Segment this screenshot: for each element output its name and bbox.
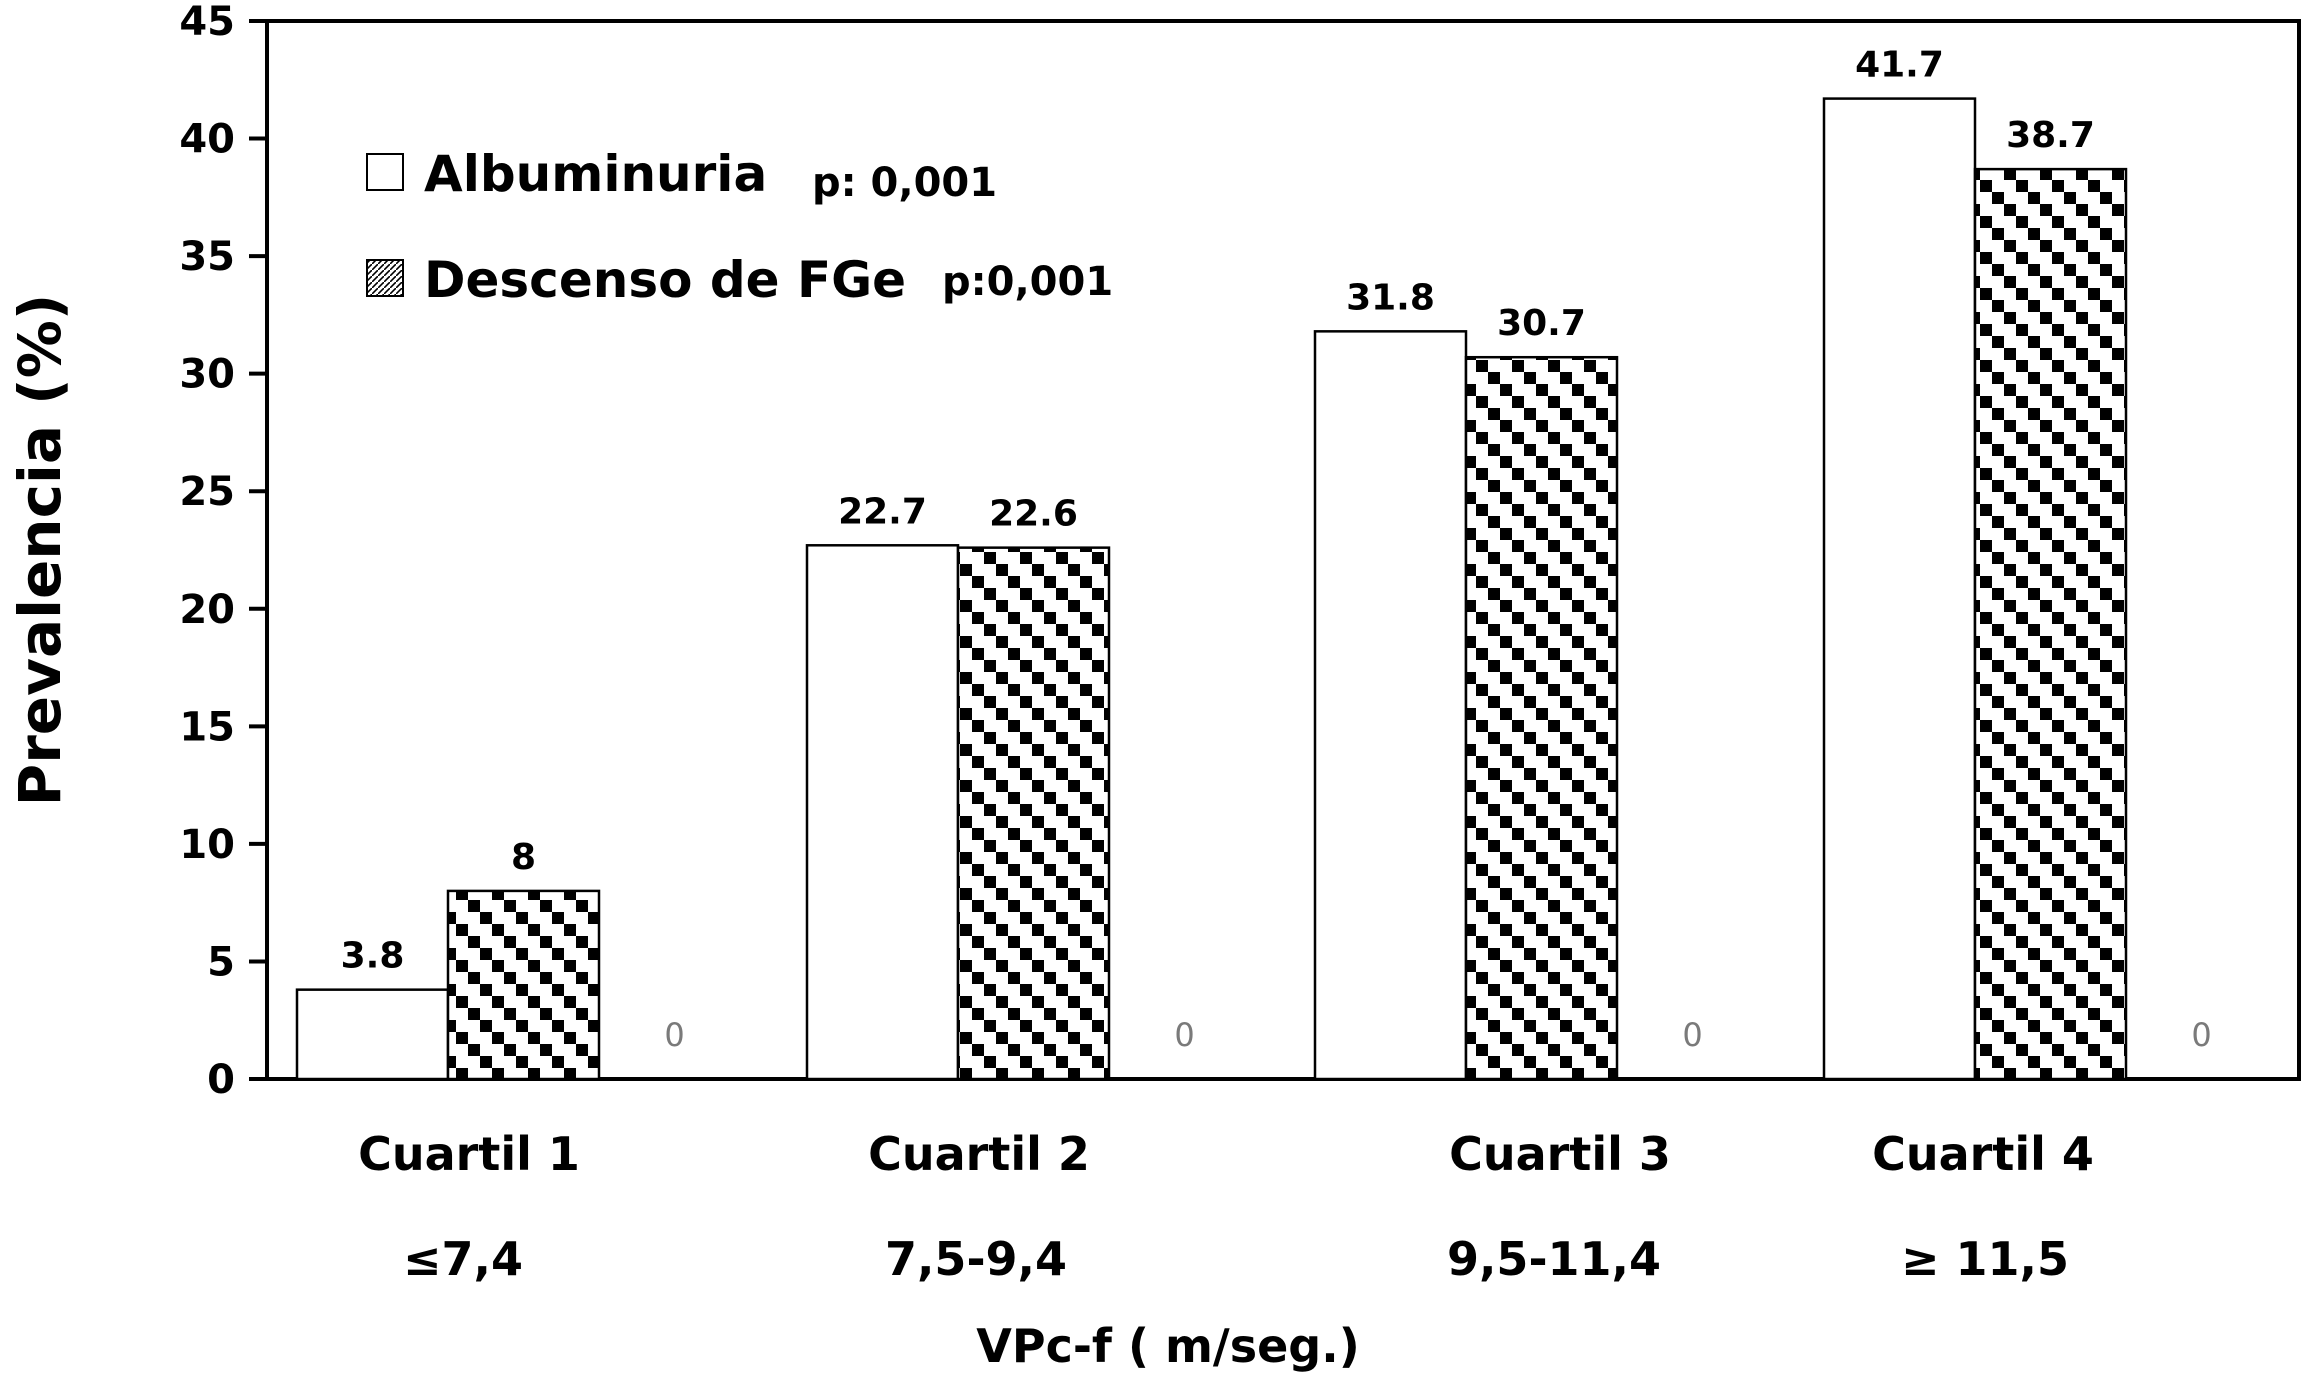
y-tick-label: 5: [207, 939, 235, 985]
data-label-series-2-cat-3: 0: [1682, 1016, 1702, 1054]
y-tick-label: 20: [179, 587, 235, 633]
data-label-series-0-cat-2: 22.7: [838, 491, 927, 532]
bar-series-0-cat-1: [295, 988, 450, 1081]
data-label-series-1-cat-2: 22.6: [989, 494, 1078, 535]
data-label-series-0-cat-3: 31.8: [1346, 277, 1435, 318]
legend-label-albuminuria: Albuminuria: [424, 145, 767, 203]
category-range-4: ≥ 11,5: [1901, 1232, 2069, 1286]
bars: [295, 97, 2128, 1081]
data-label-series-1-cat-1: 8: [511, 837, 536, 878]
data-label-series-0-cat-4: 41.7: [1855, 45, 1944, 86]
data-label-series-1-cat-3: 30.7: [1497, 303, 1586, 344]
y-tick-label: 40: [179, 117, 235, 163]
legend-swatch-albuminuria: [366, 153, 404, 191]
y-tick-label: 35: [179, 234, 235, 280]
data-label-series-0-cat-1: 3.8: [341, 936, 405, 977]
bar-series-0-cat-3: [1313, 330, 1468, 1081]
category-label-4: Cuartil 4: [1872, 1127, 2094, 1181]
plot-area-frame: [265, 19, 2301, 1081]
category-range-3: 9,5-11,4: [1447, 1232, 1661, 1286]
bar-series-1-cat-4: [1973, 167, 2128, 1081]
y-axis-label: Prevalencia (%): [6, 294, 74, 807]
y-tick-label: 45: [179, 0, 235, 45]
data-label-series-2-cat-4: 0: [2191, 1016, 2211, 1054]
bar-series-1-cat-3: [1464, 355, 1619, 1081]
legend: Albuminuria p: 0,001 Descenso de FGe p:0…: [366, 145, 1113, 309]
x-axis-label: VPc-f ( m/seg.): [976, 1319, 1359, 1373]
category-range-2: 7,5-9,4: [885, 1232, 1067, 1286]
data-label-series-1-cat-4: 38.7: [2006, 115, 2095, 156]
category-labels: Cuartil 1 ≤7,4 Cuartil 2 7,5-9,4 Cuartil 3 9,…: [358, 1127, 2094, 1286]
legend-swatch-descenso: [366, 259, 404, 297]
data-labels: 3.8 8 0 22.7 22.6 0 31.8 30.7 0 41.7 38.7 0: [341, 45, 2212, 1054]
bar-series-0-cat-4: [1822, 97, 1977, 1081]
category-label-3: Cuartil 3: [1449, 1127, 1671, 1181]
y-axis-ticks: 0 5 10 15 20 25 30 35 40 45: [179, 0, 267, 1103]
category-label-2: Cuartil 2: [868, 1127, 1090, 1181]
legend-label-descenso: Descenso de FGe: [424, 251, 906, 309]
legend-pvalue-descenso: p:0,001: [942, 259, 1113, 305]
data-label-series-2-cat-1: 0: [664, 1016, 684, 1054]
y-tick-label: 30: [179, 352, 235, 398]
legend-pvalue-albuminuria: p: 0,001: [812, 160, 997, 206]
category-range-1: ≤7,4: [403, 1232, 523, 1286]
y-tick-label: 10: [179, 822, 235, 868]
y-tick-label: 25: [179, 469, 235, 515]
bar-series-1-cat-1: [446, 889, 601, 1081]
data-label-series-2-cat-2: 0: [1174, 1016, 1194, 1054]
bar-series-1-cat-2: [956, 546, 1111, 1081]
y-tick-label: 15: [179, 704, 235, 750]
bar-series-0-cat-2: [805, 544, 960, 1081]
category-label-1: Cuartil 1: [358, 1127, 580, 1181]
y-tick-label: 0: [207, 1057, 235, 1103]
